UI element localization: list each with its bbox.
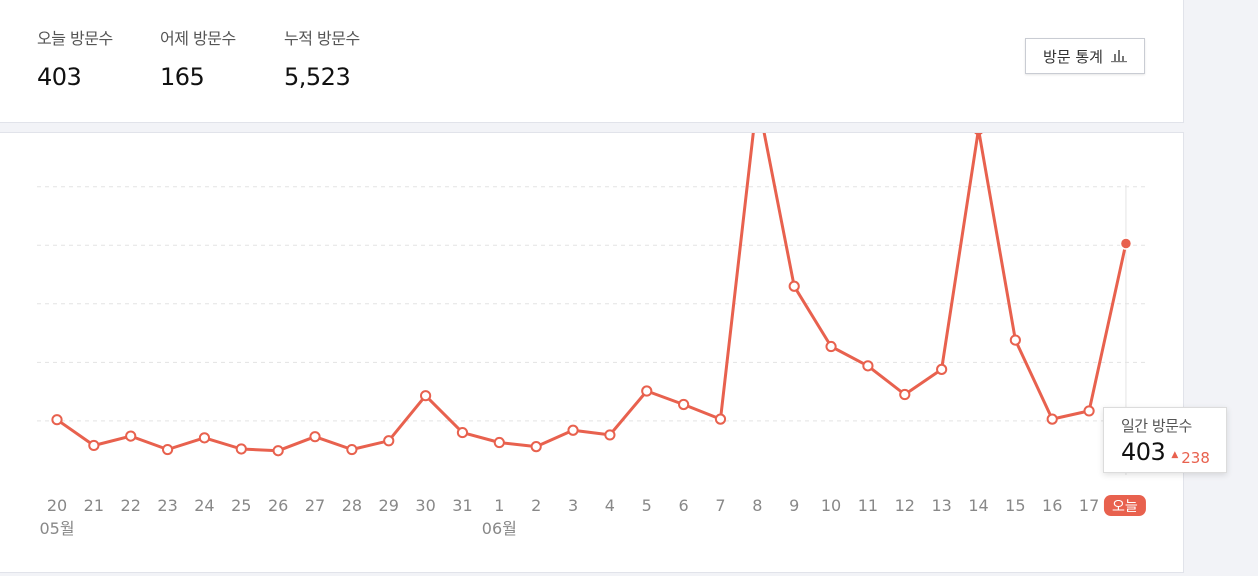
x-tick-label: 25: [231, 496, 251, 515]
x-tick-label: 21: [84, 496, 104, 515]
x-axis-ticks: 20 21 22 23 24 25 26 27 28 29 30 31 1 2 3 4 5 6 7 8 9 10 11 12 1…: [47, 495, 1146, 516]
data-point[interactable]: [346, 443, 358, 456]
data-point[interactable]: [788, 280, 800, 292]
data-point[interactable]: [714, 413, 727, 425]
x-tick-label: 28: [342, 496, 362, 515]
stat-today: 오늘 방문수 403: [37, 25, 113, 91]
bar-chart-icon: [1110, 49, 1127, 63]
data-point[interactable]: [235, 443, 247, 455]
month-label: 05월: [39, 519, 74, 538]
x-tick-label: 17: [1079, 496, 1099, 515]
x-tick-label: 23: [157, 496, 177, 515]
x-tick-label: 22: [121, 496, 141, 515]
data-point[interactable]: [1009, 334, 1021, 346]
month-label: 06월: [482, 519, 517, 538]
x-tick-label: 5: [642, 496, 652, 515]
stat-yesterday-label: 어제 방문수: [160, 29, 236, 48]
data-point[interactable]: [862, 360, 874, 372]
summary-card: 오늘 방문수 403 어제 방문수 165 누적 방문수 5,523 방문 통계: [0, 0, 1184, 123]
data-point[interactable]: [530, 441, 542, 453]
x-tick-label: 30: [415, 496, 435, 515]
tooltip-delta: ▲ 238: [1171, 449, 1210, 467]
data-point[interactable]: [493, 436, 505, 449]
x-tick-label: 3: [568, 496, 578, 515]
x-tick-label: 9: [789, 496, 799, 515]
data-point[interactable]: [604, 429, 616, 441]
triangle-up-icon: ▲: [1171, 450, 1179, 460]
series-line: [56, 133, 1128, 453]
x-tick-label: 31: [452, 496, 472, 515]
data-point[interactable]: [125, 430, 137, 442]
x-tick-label: 1: [494, 496, 504, 515]
tooltip-title: 일간 방문수: [1121, 417, 1192, 435]
month-labels: 05월 06월: [39, 519, 516, 538]
data-point[interactable]: [161, 443, 174, 456]
daily-visits-chart: 20 21 22 23 24 25 26 27 28 29 30 31 1 2 3 4 5 6 7 8 9 10 11 12 1…: [37, 133, 1146, 538]
x-tick-label: 12: [895, 496, 915, 515]
data-point[interactable]: [88, 439, 100, 452]
data-points: [51, 133, 1133, 457]
data-point[interactable]: [309, 431, 321, 443]
x-tick-label: 13: [931, 496, 951, 515]
stat-today-label: 오늘 방문수: [37, 29, 113, 48]
x-tick-label: 8: [752, 496, 762, 515]
x-tick-label: 10: [821, 496, 841, 515]
x-tick-label: 11: [858, 496, 878, 515]
x-tick-label: 6: [679, 496, 689, 515]
x-tick-label: 4: [605, 496, 615, 515]
stat-total-value: 5,523: [284, 63, 351, 91]
visit-stats-button[interactable]: 방문 통계: [1025, 38, 1145, 74]
x-tick-label: 7: [715, 496, 725, 515]
stat-total: 누적 방문수 5,523: [284, 25, 360, 91]
data-point[interactable]: [198, 432, 211, 444]
stat-today-value: 403: [37, 63, 82, 91]
data-point[interactable]: [1046, 413, 1058, 425]
chart-card: 20 21 22 23 24 25 26 27 28 29 30 31 1 2 3 4 5 6 7 8 9 10 11 12 1…: [0, 132, 1227, 573]
x-tick-label: 14: [968, 496, 988, 515]
x-tick-label: 16: [1042, 496, 1062, 515]
chart-grid: [37, 186, 1145, 422]
data-point[interactable]: [420, 390, 432, 402]
x-tick-label: 29: [379, 496, 399, 515]
data-point[interactable]: [1083, 405, 1095, 417]
data-point[interactable]: [974, 133, 983, 135]
data-point-today[interactable]: [1119, 237, 1133, 250]
x-tick-label: 15: [1005, 496, 1025, 515]
chart-tooltip: 일간 방문수 403 ▲ 238: [1103, 407, 1227, 473]
x-tick-label-today: 오늘: [1112, 499, 1138, 515]
visit-stats-button-label: 방문 통계: [1043, 47, 1103, 66]
stat-yesterday: 어제 방문수 165: [160, 25, 236, 91]
data-point[interactable]: [567, 424, 579, 436]
today-badge: [1103, 495, 1146, 516]
data-point[interactable]: [383, 435, 395, 447]
data-point[interactable]: [825, 340, 837, 353]
x-tick-label: 20: [47, 496, 67, 515]
data-point[interactable]: [678, 398, 690, 411]
stat-total-label: 누적 방문수: [284, 29, 360, 48]
data-point[interactable]: [51, 414, 63, 426]
x-tick-label: 26: [268, 496, 288, 515]
data-point[interactable]: [272, 445, 284, 457]
data-point[interactable]: [641, 385, 653, 397]
data-point[interactable]: [936, 363, 948, 375]
data-point[interactable]: [456, 426, 469, 439]
stat-yesterday-value: 165: [160, 63, 205, 91]
tooltip-delta-value: 238: [1181, 449, 1210, 467]
tooltip-value: 403: [1121, 438, 1166, 466]
x-tick-label: 24: [194, 496, 214, 515]
x-tick-label: 2: [531, 496, 541, 515]
x-tick-label: 27: [305, 496, 325, 515]
data-point[interactable]: [899, 388, 911, 401]
